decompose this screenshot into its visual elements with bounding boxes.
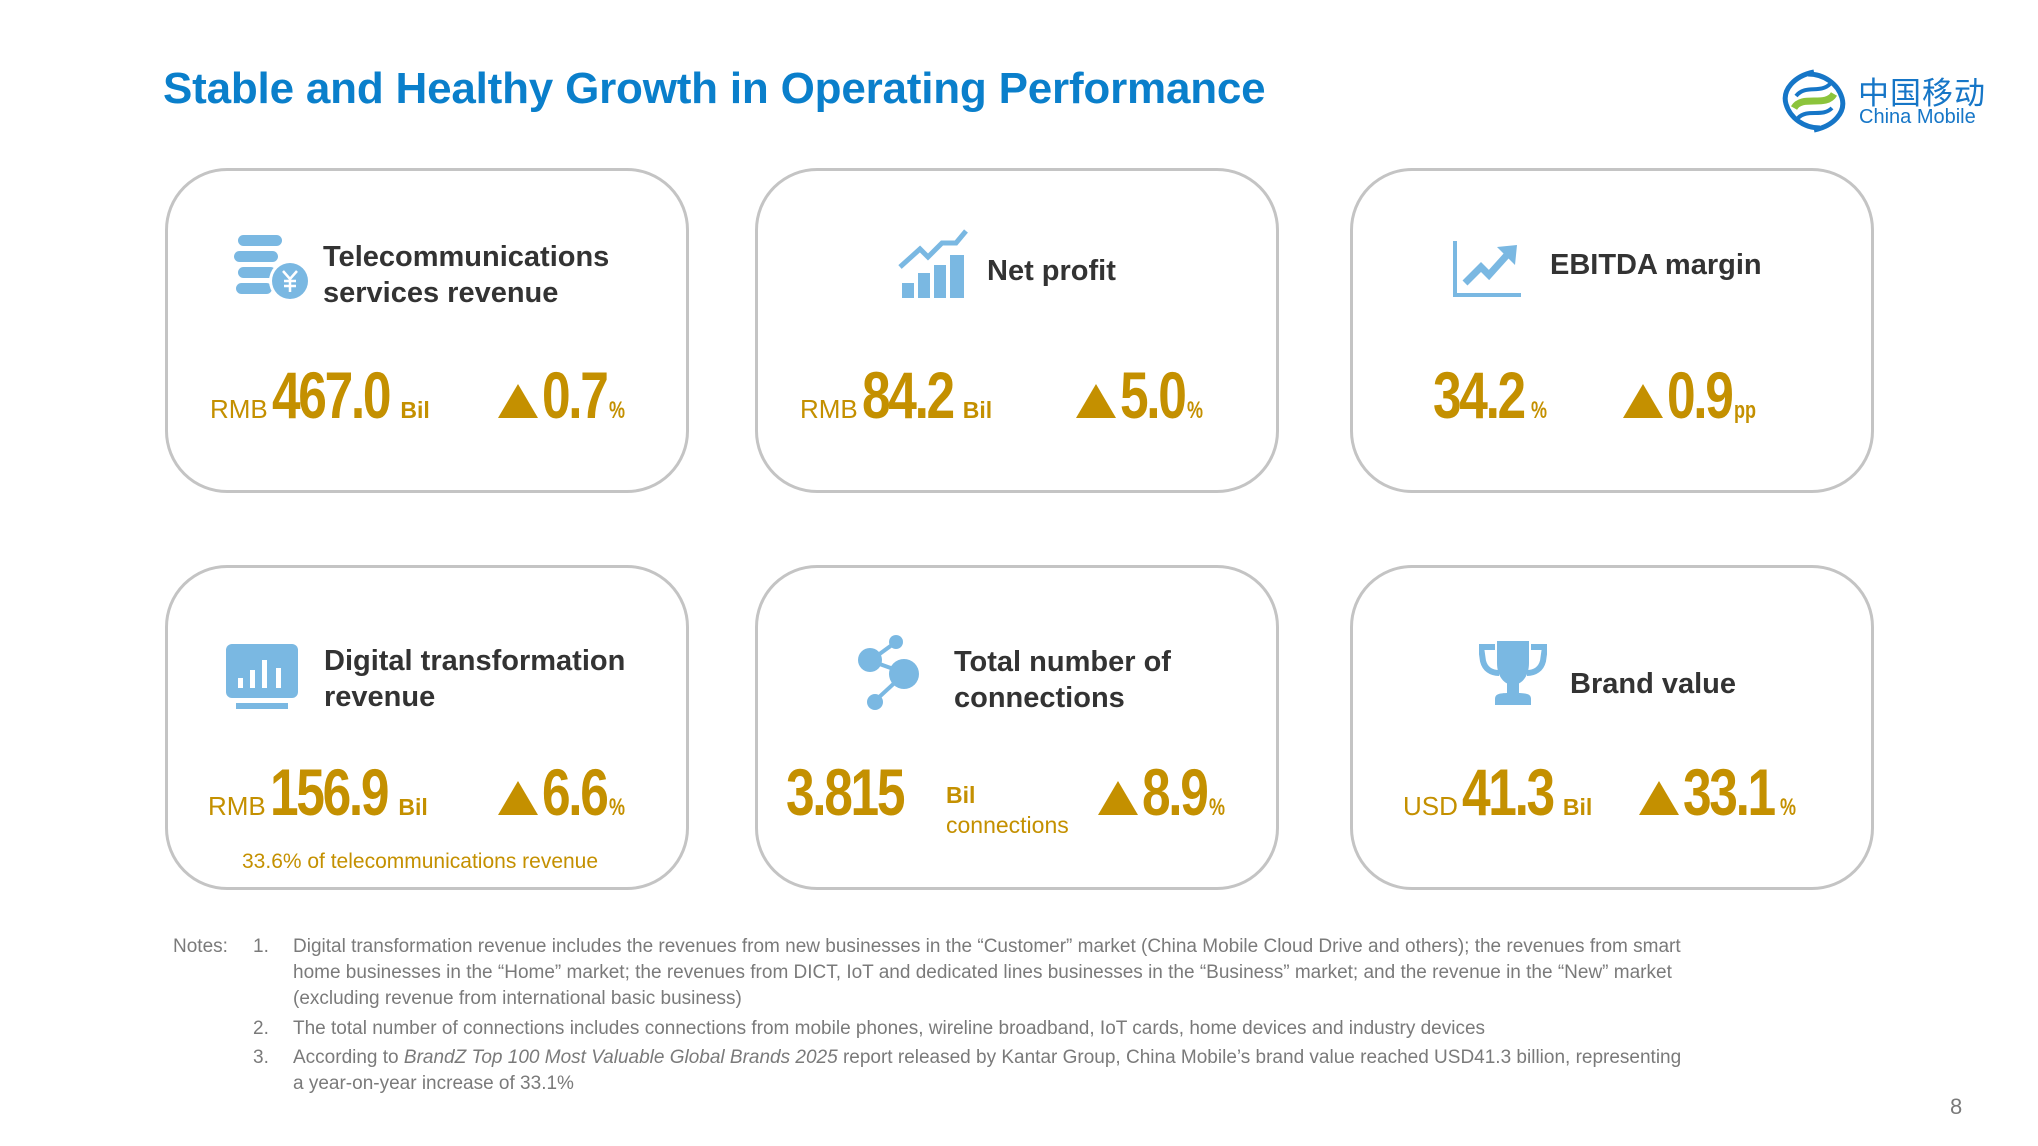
- metric-number: 156.9: [270, 755, 389, 829]
- card-label: Digital transformation revenue: [324, 643, 625, 715]
- page-title: Stable and Healthy Growth in Operating P…: [163, 64, 1266, 113]
- change-number: 6.6: [542, 755, 609, 829]
- label-line: Total number of: [954, 646, 1171, 678]
- up-triangle-icon: [1639, 781, 1679, 815]
- note-number: 3.: [253, 1047, 269, 1068]
- note-line: According to BrandZ Top 100 Most Valuabl…: [293, 1045, 1823, 1071]
- metric-unit: Bil: [398, 794, 428, 820]
- metric-change: 6.6%: [498, 754, 631, 830]
- label-line: Digital transformation: [324, 645, 626, 677]
- metric-value: 3.815: [786, 754, 936, 830]
- metric-number: 84.2: [862, 358, 955, 432]
- currency-prefix: RMB: [208, 791, 266, 821]
- card-brand-value: Brand value USD 41.3 Bil 33.1%: [1350, 565, 1874, 890]
- note-number: 1.: [253, 936, 269, 957]
- change-number: 33.1: [1683, 755, 1776, 829]
- metric-unit: Bil: [1562, 794, 1593, 820]
- change-number: 0.7: [542, 358, 609, 432]
- up-triangle-icon: [1076, 384, 1116, 418]
- label-line: Telecommunications: [323, 241, 610, 273]
- change-unit: %: [609, 794, 626, 821]
- note-text-suffix: report released by Kantar Group, China M…: [837, 1047, 1682, 1068]
- currency-prefix: USD: [1403, 791, 1458, 821]
- metric-value: RMB 84.2 Bil: [800, 357, 992, 433]
- card-net-profit: Net profit RMB 84.2 Bil 5.0%: [755, 168, 1279, 493]
- metric-change: 33.1%: [1639, 754, 1801, 830]
- china-mobile-logo: 中国移动 China Mobile: [1780, 64, 2000, 140]
- change-unit: %: [1187, 397, 1204, 424]
- metric-unit: Bil: [962, 397, 993, 423]
- notes-header: Notes:: [173, 936, 228, 957]
- monitor-chart-icon: [226, 644, 298, 709]
- logo-chinese-text: 中国移动: [1858, 76, 1986, 112]
- metric-value: 34.2%: [1433, 357, 1553, 433]
- change-number: 8.9: [1142, 755, 1209, 829]
- metric-number: 34.2: [1433, 358, 1526, 432]
- metric-number: 3.815: [786, 755, 905, 829]
- metric-value: USD 41.3 Bil: [1403, 754, 1592, 830]
- metric-number: 467.0: [272, 358, 391, 432]
- metric-change: 0.7%: [498, 357, 631, 433]
- change-number: 5.0: [1120, 358, 1187, 432]
- metric-change: 0.9pp: [1623, 357, 1764, 433]
- metric-number: 41.3: [1462, 755, 1555, 829]
- currency-prefix: RMB: [210, 394, 268, 424]
- note-line: The total number of connections includes…: [293, 1018, 1486, 1039]
- card-digital-transformation-revenue: Digital transformation revenue RMB 156.9…: [165, 565, 689, 890]
- metric-change: 8.9%: [1098, 754, 1231, 830]
- growth-bar-chart-icon: [898, 229, 968, 298]
- network-connections-icon: [858, 635, 919, 710]
- note-line: Digital transformation revenue includes …: [293, 936, 1681, 957]
- card-label: Net profit: [987, 255, 1116, 287]
- metric-unit: %: [1531, 397, 1548, 424]
- card-telecom-services-revenue: Telecommunications services revenue RMB …: [165, 168, 689, 493]
- page-number: 8: [1950, 1094, 1963, 1119]
- note-line: home businesses in the “Home” market; th…: [293, 962, 1672, 983]
- card-total-connections: Total number of connections 3.815 Bil co…: [755, 565, 1279, 890]
- label-line: connections: [954, 682, 1125, 714]
- card-label: Total number of connections: [954, 644, 1171, 716]
- note-text-prefix: According to: [293, 1047, 404, 1068]
- coins-yuan-icon: [234, 235, 311, 302]
- change-unit: %: [1209, 794, 1226, 821]
- card-label: Telecommunications services revenue: [323, 239, 609, 311]
- up-triangle-icon: [498, 384, 538, 418]
- change-number: 0.9: [1667, 358, 1734, 432]
- metric-unit-line2: connections: [946, 812, 1069, 838]
- report-title: BrandZ Top 100 Most Valuable Global Bran…: [403, 1047, 838, 1068]
- note-text: Digital transformation revenue includes …: [293, 934, 1823, 1012]
- card-label: Brand value: [1570, 668, 1736, 700]
- card-ebitda-margin: EBITDA margin 34.2% 0.9pp: [1350, 168, 1874, 493]
- up-triangle-icon: [1623, 384, 1663, 418]
- up-triangle-icon: [1098, 781, 1138, 815]
- change-unit: pp: [1734, 397, 1757, 424]
- note-text: According to BrandZ Top 100 Most Valuabl…: [293, 1045, 1823, 1097]
- metric-value: RMB 156.9 Bil: [208, 754, 428, 830]
- change-unit: %: [609, 397, 626, 424]
- metric-unit-group: Bil connections: [946, 780, 1069, 840]
- up-triangle-icon: [498, 781, 538, 815]
- metric-change: 5.0%: [1076, 357, 1209, 433]
- card-label: EBITDA margin: [1550, 249, 1762, 281]
- label-line: services revenue: [323, 277, 559, 309]
- logo-english-text: China Mobile: [1859, 106, 1976, 128]
- note-line: (excluding revenue from international ba…: [293, 988, 742, 1009]
- metric-unit: Bil: [400, 397, 430, 423]
- note-number: 2.: [253, 1018, 269, 1039]
- label-line: revenue: [324, 681, 436, 713]
- trophy-icon: [1479, 641, 1547, 705]
- note-text: The total number of connections includes…: [293, 1016, 1823, 1042]
- metric-subtext: 33.6% of telecommunications revenue: [242, 850, 599, 873]
- trend-arrow-chart-icon: [1453, 241, 1521, 297]
- china-mobile-swirl-icon: [1782, 69, 1846, 133]
- note-line: a year-on-year increase of 33.1%: [293, 1073, 574, 1094]
- currency-prefix: RMB: [800, 394, 858, 424]
- metric-unit: Bil: [946, 782, 976, 808]
- change-unit: %: [1779, 794, 1796, 821]
- metric-value: RMB 467.0 Bil: [210, 357, 430, 433]
